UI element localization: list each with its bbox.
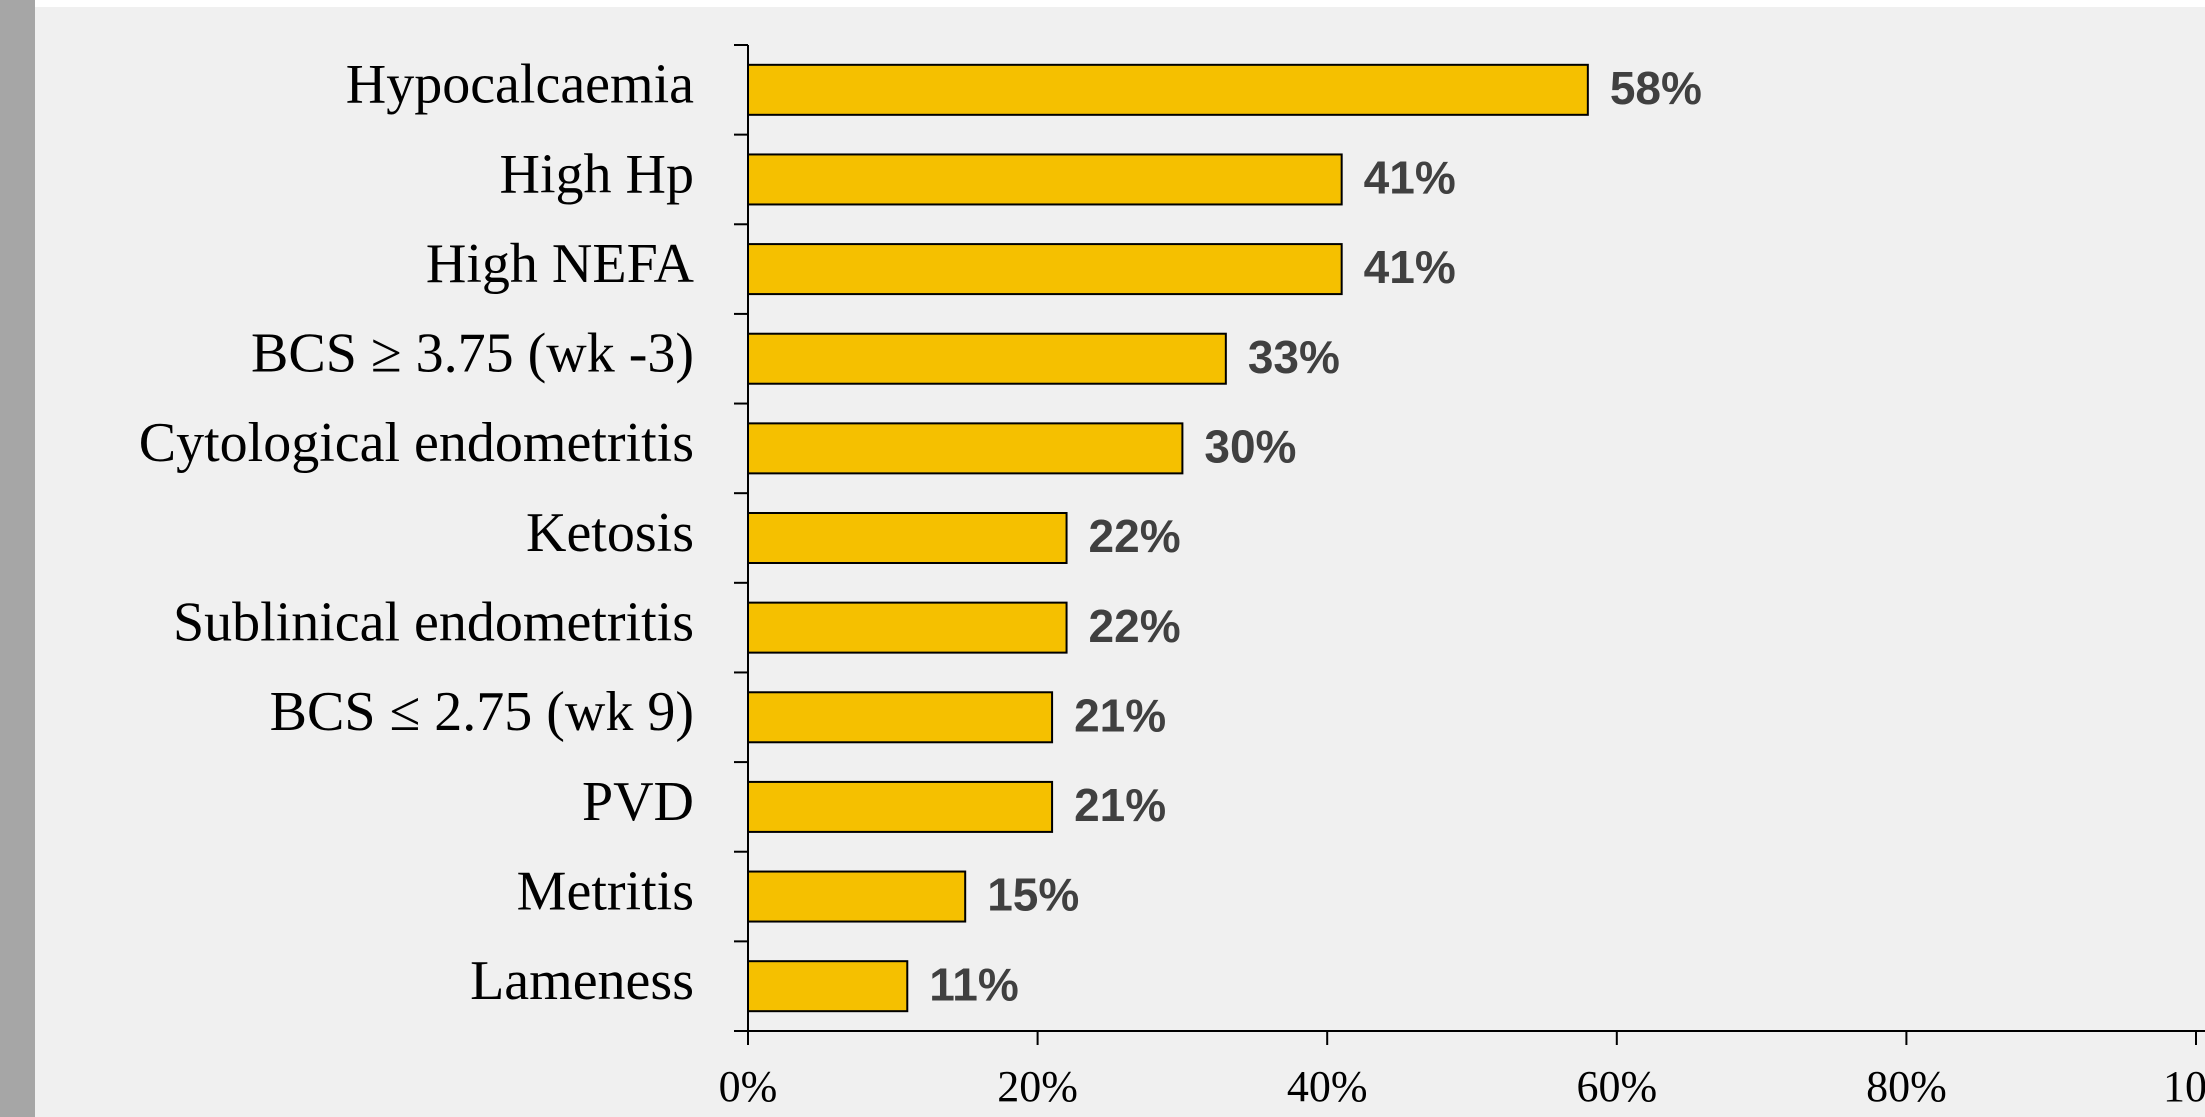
category-label: Lameness	[470, 950, 694, 1012]
bar	[747, 870, 967, 923]
bar	[747, 422, 1184, 475]
bar	[747, 243, 1343, 296]
side-strip	[0, 0, 35, 1117]
value-label: 33%	[1248, 331, 1340, 383]
value-label: 21%	[1074, 689, 1166, 741]
bar	[747, 780, 1054, 833]
x-tick-label: 40%	[1287, 1062, 1368, 1111]
value-label: 58%	[1610, 62, 1702, 114]
category-label: Cytological endometritis	[139, 412, 694, 474]
category-label: High Hp	[500, 143, 694, 205]
value-label: 22%	[1089, 510, 1181, 562]
category-label: Hypocalcaemia	[346, 54, 694, 116]
category-label: BCS ≤ 2.75 (wk 9)	[270, 681, 694, 743]
category-label: Ketosis	[526, 502, 694, 564]
x-tick-label: 100	[2163, 1062, 2205, 1111]
category-label: PVD	[582, 771, 694, 833]
category-label: Metritis	[517, 860, 694, 922]
bar	[747, 691, 1054, 744]
value-label: 15%	[987, 869, 1079, 921]
category-label: Sublinical endometritis	[173, 591, 694, 653]
bar	[747, 153, 1343, 206]
x-tick-label: 80%	[1866, 1062, 1947, 1111]
bar	[747, 601, 1068, 654]
top-strip	[35, 0, 2205, 7]
category-label: BCS ≥ 3.75 (wk -3)	[251, 323, 694, 385]
value-label: 30%	[1204, 421, 1296, 473]
bar	[747, 63, 1589, 116]
category-label: High NEFA	[426, 233, 695, 295]
x-tick-label: 20%	[997, 1062, 1078, 1111]
value-label: 22%	[1089, 600, 1181, 652]
bar	[747, 960, 909, 1013]
value-label: 41%	[1364, 152, 1456, 204]
value-label: 21%	[1074, 779, 1166, 831]
bar	[747, 512, 1068, 564]
value-label: 41%	[1364, 241, 1456, 293]
bar	[747, 332, 1227, 385]
x-tick-label: 60%	[1576, 1062, 1657, 1111]
value-label: 11%	[929, 958, 1019, 1010]
x-tick-label: 0%	[719, 1062, 778, 1111]
